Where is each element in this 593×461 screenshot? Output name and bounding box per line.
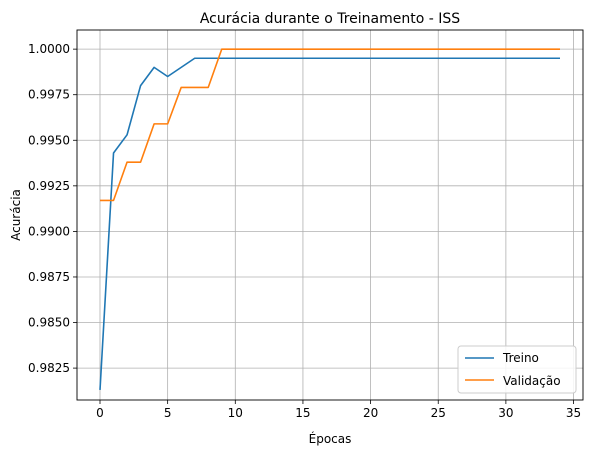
series-line-treino [99, 57, 560, 391]
x-axis-label: Épocas [309, 431, 352, 446]
legend-label-treino: Treino [502, 351, 539, 365]
series-lines [99, 48, 560, 391]
y-tick-label: 0.9850 [28, 316, 70, 330]
x-tick-label: 25 [431, 406, 446, 420]
x-tick-label: 10 [228, 406, 243, 420]
y-tick-label: 0.9975 [28, 88, 70, 102]
plot-frame [76, 29, 584, 401]
legend-label-validacao: Validação [503, 374, 561, 388]
x-tick-label: 0 [96, 406, 104, 420]
x-tick-label: 15 [295, 406, 310, 420]
y-tick-label: 0.9925 [28, 179, 70, 193]
grid [77, 30, 583, 400]
x-tick-label: 30 [498, 406, 513, 420]
x-axis-ticks: 0 5 10 15 20 25 30 35 [96, 400, 581, 420]
y-tick-label: 0.9900 [28, 224, 70, 238]
y-tick-label: 1.0000 [28, 42, 70, 56]
x-tick-label: 35 [566, 406, 581, 420]
x-tick-label: 20 [363, 406, 378, 420]
chart-title: Acurácia durante o Treinamento - ISS [200, 11, 460, 27]
x-tick-label: 5 [164, 406, 172, 420]
y-tick-label: 0.9825 [28, 361, 70, 375]
y-tick-label: 0.9950 [28, 133, 70, 147]
series-line-validacao [100, 48, 560, 202]
y-axis-label: Acurácia [9, 189, 23, 241]
y-tick-label: 0.9875 [28, 270, 70, 284]
legend: Treino Validação [457, 345, 577, 394]
y-axis-ticks: 0.9825 0.9850 0.9875 0.9900 0.9925 0.9950 0.99… [28, 42, 77, 375]
